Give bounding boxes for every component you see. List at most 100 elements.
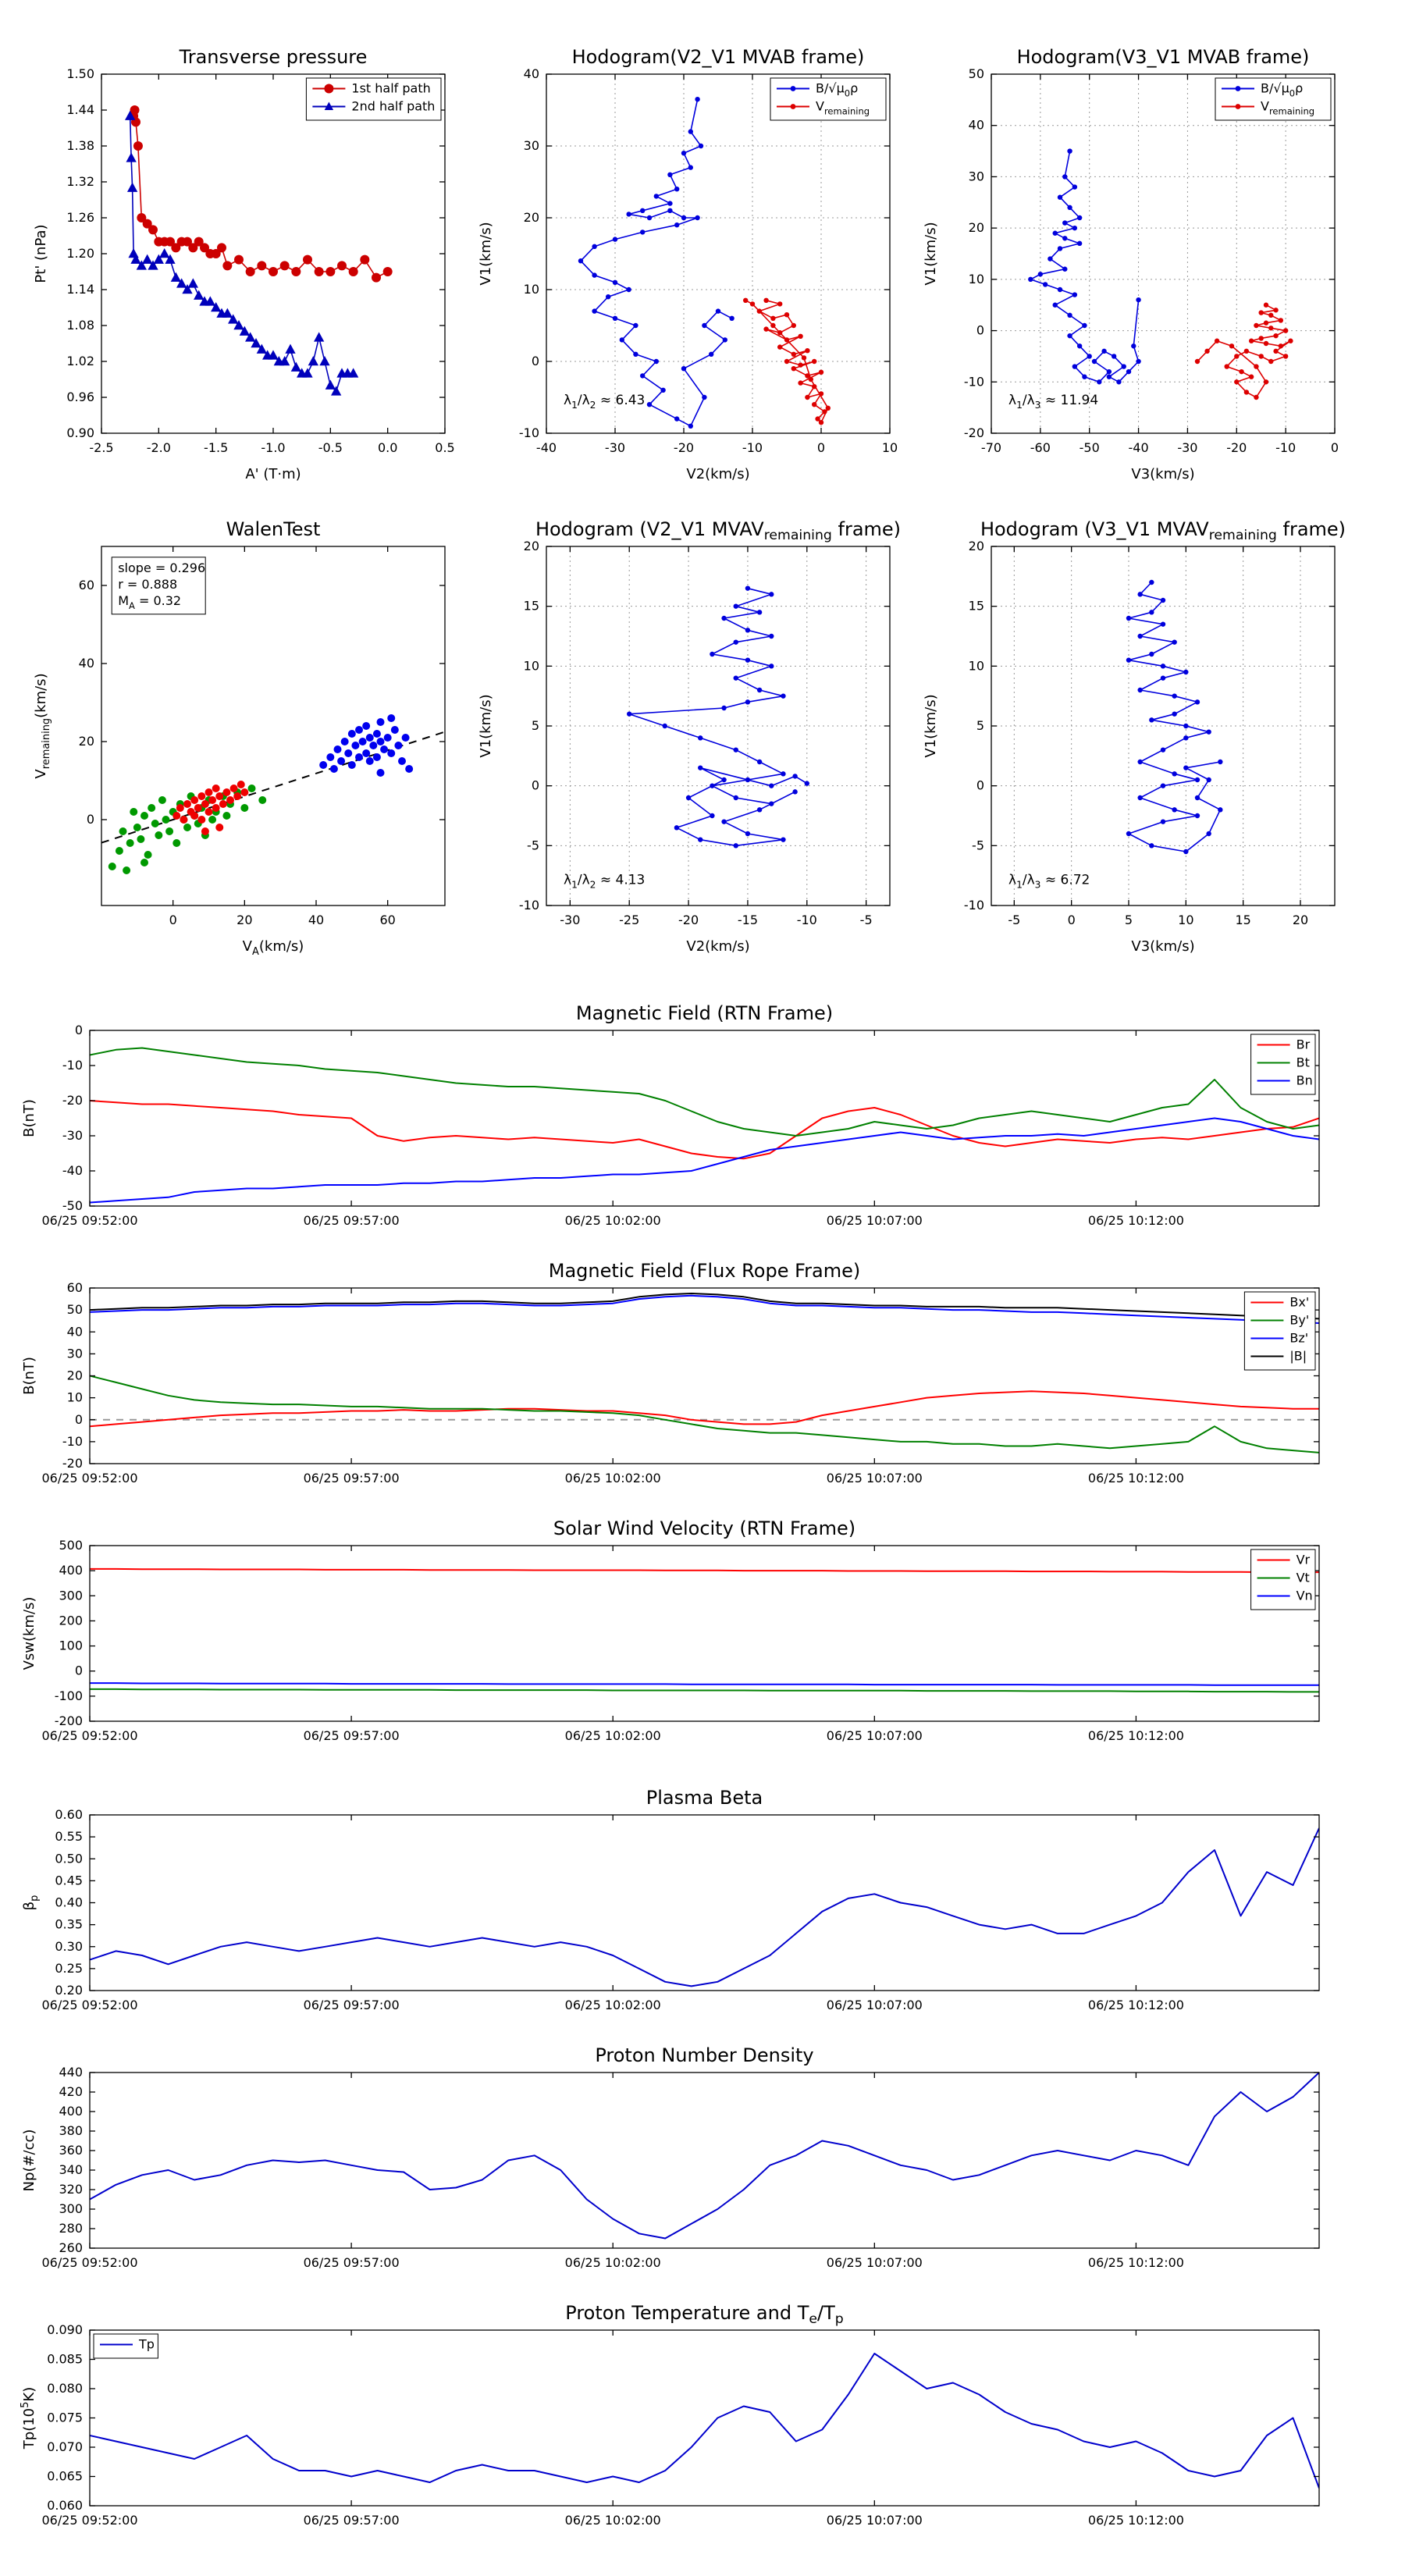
y-tick-label: 0.20 xyxy=(55,1983,83,1998)
y-tick-label: 1.08 xyxy=(66,318,94,333)
y-tick-label: 5 xyxy=(532,718,539,733)
x-tick-label: -70 xyxy=(981,440,1001,455)
y-tick-label: 0.065 xyxy=(47,2469,83,2484)
x-axis-label: V2(km/s) xyxy=(686,938,749,955)
series-green-points xyxy=(108,785,267,874)
chart-title: Hodogram(V3_V1 MVAB frame) xyxy=(1017,46,1310,68)
annotation: λ1/λ2 ≈ 4.13 xyxy=(564,872,645,890)
x-tick-label: 06/25 09:52:00 xyxy=(41,2255,137,2270)
y-tick-label: -20 xyxy=(62,1456,83,1471)
x-tick-label: 60 xyxy=(379,913,395,927)
x-tick-label: -25 xyxy=(619,913,639,927)
legend-label: Tp xyxy=(138,2337,155,2352)
y-tick-label: -100 xyxy=(55,1688,83,1703)
x-tick-label: 40 xyxy=(308,913,324,927)
panel-b-rtn: 06/25 09:52:00 06/25 09:57:00 06/25 10:02:… xyxy=(21,1002,1320,1228)
x-tick-label: -30 xyxy=(605,440,625,455)
y-tick-label: 0 xyxy=(87,812,94,827)
y-tick-label: 0.090 xyxy=(47,2322,83,2337)
plot-area xyxy=(1126,579,1223,855)
y-tick-label: 400 xyxy=(59,2104,83,2119)
x-tick-label: -15 xyxy=(738,913,758,927)
y-tick-label: 0 xyxy=(75,1023,83,1037)
plot-area xyxy=(90,2073,1319,2240)
y-tick-label: 10 xyxy=(524,658,539,673)
y-tick-label: 0 xyxy=(532,354,539,368)
y-tick-label: 20 xyxy=(969,220,984,235)
plot-area xyxy=(90,1827,1319,1987)
x-tick-label: 06/25 09:57:00 xyxy=(304,2255,400,2270)
series-b-alfven xyxy=(1028,148,1141,385)
series-v-remaining xyxy=(743,297,831,425)
annotation: λ1/λ3 ≈ 6.72 xyxy=(1008,872,1090,890)
y-tick-label: 40 xyxy=(969,118,984,133)
legend-label: Bn xyxy=(1297,1073,1313,1088)
y-tick-label: 280 xyxy=(59,2221,83,2236)
y-tick-label: 100 xyxy=(59,1638,83,1653)
y-axis-label: βp xyxy=(21,1895,41,1911)
series-vr xyxy=(90,1567,1319,1574)
y-tick-label: -10 xyxy=(964,374,984,389)
svg-text:λ1/λ3 ≈ 11.94: λ1/λ3 ≈ 11.94 xyxy=(1008,393,1098,411)
y-tick-label: 10 xyxy=(67,1390,83,1405)
y-tick-label: -30 xyxy=(62,1128,83,1143)
y-tick-label: 0.080 xyxy=(47,2381,83,2396)
legend-label: Br xyxy=(1297,1037,1311,1052)
x-tick-label: 06/25 10:07:00 xyxy=(827,1998,923,2012)
y-axis-label: V1(km/s) xyxy=(923,222,939,285)
y-tick-label: -200 xyxy=(55,1713,83,1728)
x-tick-label: 06/25 10:12:00 xyxy=(1088,2513,1184,2528)
panel-hodogram-v2v1-mvab: -40 -30 -20 -10 0 10 -10 0 10 20 30 40 Hodogram(V2_V… xyxy=(478,46,898,482)
x-tick-label: 20 xyxy=(1293,913,1308,927)
legend-label: Vn xyxy=(1297,1589,1313,1603)
x-tick-label: -30 xyxy=(1177,440,1197,455)
x-tick-label: -20 xyxy=(678,913,699,927)
x-tick-label: 06/25 09:57:00 xyxy=(304,1998,400,2012)
y-tick-label: -5 xyxy=(527,838,539,852)
x-tick-label: 06/25 10:07:00 xyxy=(827,2255,923,2270)
y-tick-label: 20 xyxy=(969,539,984,553)
legend-label: B/√μ0ρ xyxy=(1261,81,1303,99)
legend-label: Vremaining xyxy=(816,99,870,117)
y-tick-label: 300 xyxy=(59,2201,83,2216)
y-tick-label: 0 xyxy=(976,323,984,338)
y-tick-label: 20 xyxy=(67,1368,83,1383)
x-tick-label: 06/25 09:52:00 xyxy=(41,1998,137,2012)
x-tick-label: -0.5 xyxy=(318,440,343,455)
legend: 1st half path 2nd half path xyxy=(305,77,442,121)
y-tick-label: 1.32 xyxy=(66,174,94,189)
x-tick-label: 06/25 10:02:00 xyxy=(565,1471,661,1485)
y-tick-label: 0.25 xyxy=(55,1961,83,1976)
x-tick-label: -10 xyxy=(1275,440,1296,455)
y-axis-label: Np(#/cc) xyxy=(21,2129,37,2192)
legend-label: By' xyxy=(1289,1313,1309,1328)
y-tick-label: 260 xyxy=(59,2240,83,2255)
legend-label: |B| xyxy=(1289,1349,1307,1364)
y-tick-label: 40 xyxy=(79,656,94,671)
svg-text:λ1/λ2 ≈ 6.43: λ1/λ2 ≈ 6.43 xyxy=(564,393,645,411)
x-tick-label: 06/25 09:57:00 xyxy=(304,2513,400,2528)
x-tick-label: 06/25 09:52:00 xyxy=(41,1728,137,1743)
x-tick-label: -40 xyxy=(1129,440,1149,455)
y-tick-label: 10 xyxy=(524,282,539,297)
y-tick-label: -40 xyxy=(62,1163,83,1178)
legend: Tp xyxy=(93,2333,158,2359)
x-tick-label: 0 xyxy=(1068,913,1076,927)
y-tick-label: 0.55 xyxy=(55,1829,83,1844)
x-axis-label: A' (T·m) xyxy=(245,466,301,482)
x-tick-label: 06/25 09:57:00 xyxy=(304,1471,400,1485)
x-tick-label: -10 xyxy=(742,440,763,455)
x-tick-label: 06/25 10:12:00 xyxy=(1088,1471,1184,1485)
x-tick-label: 0 xyxy=(1331,440,1339,455)
x-tick-label: -30 xyxy=(560,913,580,927)
chart-title: WalenTest xyxy=(226,518,321,540)
annotation: λ1/λ3 ≈ 11.94 xyxy=(1008,393,1098,411)
y-tick-label: 50 xyxy=(67,1302,83,1317)
panel-walen-test: 0 20 40 60 0 20 40 60 WalenTest VA(km/s) Vremainin… xyxy=(33,518,446,958)
series-blue-points xyxy=(319,714,414,777)
y-tick-label: 0.45 xyxy=(55,1873,83,1888)
y-tick-label: 1.26 xyxy=(66,210,94,225)
y-axis-label: V1(km/s) xyxy=(478,694,494,757)
